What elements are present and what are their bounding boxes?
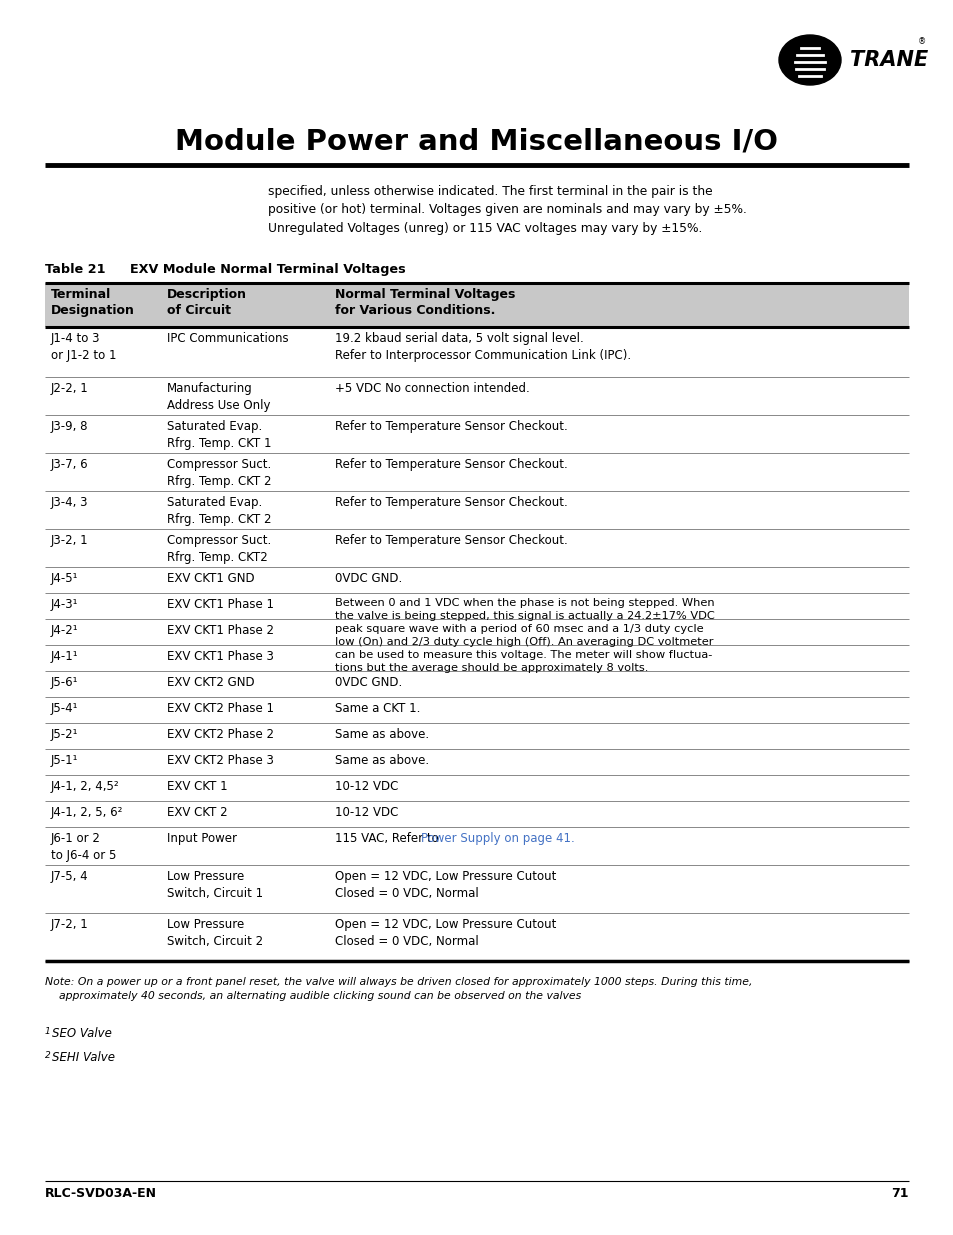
Bar xyxy=(45,283,908,327)
Text: Open = 12 VDC, Low Pressure Cutout
Closed = 0 VDC, Normal: Open = 12 VDC, Low Pressure Cutout Close… xyxy=(335,869,556,900)
Text: Refer to Temperature Sensor Checkout.: Refer to Temperature Sensor Checkout. xyxy=(335,534,567,547)
Text: J5-2¹: J5-2¹ xyxy=(51,727,78,741)
Text: Same as above.: Same as above. xyxy=(335,755,429,767)
Text: Refer to Temperature Sensor Checkout.: Refer to Temperature Sensor Checkout. xyxy=(335,458,567,471)
Text: EXV CKT1 Phase 3: EXV CKT1 Phase 3 xyxy=(167,650,274,663)
Text: J2-2, 1: J2-2, 1 xyxy=(51,382,89,395)
Text: Module Power and Miscellaneous I/O: Module Power and Miscellaneous I/O xyxy=(175,127,778,156)
Text: Normal Terminal Voltages: Normal Terminal Voltages xyxy=(335,288,515,301)
Text: ®: ® xyxy=(917,37,925,47)
Text: J7-5, 4: J7-5, 4 xyxy=(51,869,89,883)
Text: Manufacturing
Address Use Only: Manufacturing Address Use Only xyxy=(167,382,271,412)
Text: J1-4 to 3
or J1-2 to 1: J1-4 to 3 or J1-2 to 1 xyxy=(51,332,116,362)
Text: EXV CKT2 GND: EXV CKT2 GND xyxy=(167,676,254,689)
Text: J5-4¹: J5-4¹ xyxy=(51,701,78,715)
Text: Refer to Temperature Sensor Checkout.: Refer to Temperature Sensor Checkout. xyxy=(335,496,567,509)
Text: Same a CKT 1.: Same a CKT 1. xyxy=(335,701,420,715)
Text: J3-9, 8: J3-9, 8 xyxy=(51,420,89,433)
Text: of Circuit: of Circuit xyxy=(167,304,231,317)
Text: Same as above.: Same as above. xyxy=(335,727,429,741)
Text: EXV CKT1 GND: EXV CKT1 GND xyxy=(167,572,254,585)
Text: SEO Valve: SEO Valve xyxy=(52,1028,112,1040)
Text: 10-12 VDC: 10-12 VDC xyxy=(335,806,398,819)
Text: J4-1¹: J4-1¹ xyxy=(51,650,78,663)
Text: EXV CKT1 Phase 1: EXV CKT1 Phase 1 xyxy=(167,598,274,611)
Text: EXV CKT 2: EXV CKT 2 xyxy=(167,806,228,819)
Text: Description: Description xyxy=(167,288,247,301)
Text: Saturated Evap.
Rfrg. Temp. CKT 1: Saturated Evap. Rfrg. Temp. CKT 1 xyxy=(167,420,272,450)
Ellipse shape xyxy=(779,35,841,85)
Text: J4-5¹: J4-5¹ xyxy=(51,572,78,585)
Text: Terminal: Terminal xyxy=(51,288,112,301)
Text: RLC-SVD03A-EN: RLC-SVD03A-EN xyxy=(45,1187,157,1200)
Text: J4-3¹: J4-3¹ xyxy=(51,598,78,611)
Text: 71: 71 xyxy=(890,1187,908,1200)
Text: J3-7, 6: J3-7, 6 xyxy=(51,458,89,471)
Text: Between 0 and 1 VDC when the phase is not being stepped. When
the valve is being: Between 0 and 1 VDC when the phase is no… xyxy=(335,598,714,673)
Text: Saturated Evap.
Rfrg. Temp. CKT 2: Saturated Evap. Rfrg. Temp. CKT 2 xyxy=(167,496,272,526)
Text: 1: 1 xyxy=(45,1028,51,1036)
Text: Low Pressure
Switch, Circuit 1: Low Pressure Switch, Circuit 1 xyxy=(167,869,263,900)
Text: Open = 12 VDC, Low Pressure Cutout
Closed = 0 VDC, Normal: Open = 12 VDC, Low Pressure Cutout Close… xyxy=(335,918,556,948)
Text: EXV CKT2 Phase 2: EXV CKT2 Phase 2 xyxy=(167,727,274,741)
Text: +5 VDC No connection intended.: +5 VDC No connection intended. xyxy=(335,382,529,395)
Text: Power Supply on page 41.: Power Supply on page 41. xyxy=(420,832,575,845)
Text: SEHI Valve: SEHI Valve xyxy=(52,1051,115,1065)
Text: for Various Conditions.: for Various Conditions. xyxy=(335,304,495,317)
Text: EXV CKT2 Phase 1: EXV CKT2 Phase 1 xyxy=(167,701,274,715)
Text: TRANE: TRANE xyxy=(849,49,927,70)
Text: J5-6¹: J5-6¹ xyxy=(51,676,78,689)
Text: J3-2, 1: J3-2, 1 xyxy=(51,534,89,547)
Text: 0VDC GND.: 0VDC GND. xyxy=(335,676,402,689)
Text: EXV Module Normal Terminal Voltages: EXV Module Normal Terminal Voltages xyxy=(130,263,405,275)
Text: Compressor Suct.
Rfrg. Temp. CKT2: Compressor Suct. Rfrg. Temp. CKT2 xyxy=(167,534,271,564)
Text: Designation: Designation xyxy=(51,304,134,317)
Text: EXV CKT1 Phase 2: EXV CKT1 Phase 2 xyxy=(167,624,274,637)
Text: J4-1, 2, 5, 6²: J4-1, 2, 5, 6² xyxy=(51,806,123,819)
Text: J3-4, 3: J3-4, 3 xyxy=(51,496,89,509)
Text: Compressor Suct.
Rfrg. Temp. CKT 2: Compressor Suct. Rfrg. Temp. CKT 2 xyxy=(167,458,272,488)
Text: J4-2¹: J4-2¹ xyxy=(51,624,78,637)
Text: Note: On a power up or a front panel reset, the valve will always be driven clos: Note: On a power up or a front panel res… xyxy=(45,977,752,1002)
Text: IPC Communications: IPC Communications xyxy=(167,332,289,345)
Text: 0VDC GND.: 0VDC GND. xyxy=(335,572,402,585)
Text: 115 VAC, Refer to: 115 VAC, Refer to xyxy=(335,832,442,845)
Text: Low Pressure
Switch, Circuit 2: Low Pressure Switch, Circuit 2 xyxy=(167,918,263,948)
Text: 19.2 kbaud serial data, 5 volt signal level.
Refer to Interprocessor Communicati: 19.2 kbaud serial data, 5 volt signal le… xyxy=(335,332,631,362)
Text: 10-12 VDC: 10-12 VDC xyxy=(335,781,398,793)
Text: EXV CKT2 Phase 3: EXV CKT2 Phase 3 xyxy=(167,755,274,767)
Text: J4-1, 2, 4,5²: J4-1, 2, 4,5² xyxy=(51,781,119,793)
Text: J5-1¹: J5-1¹ xyxy=(51,755,78,767)
Text: Refer to Temperature Sensor Checkout.: Refer to Temperature Sensor Checkout. xyxy=(335,420,567,433)
Text: J7-2, 1: J7-2, 1 xyxy=(51,918,89,931)
Text: specified, unless otherwise indicated. The first terminal in the pair is the
pos: specified, unless otherwise indicated. T… xyxy=(268,185,746,235)
Text: Input Power: Input Power xyxy=(167,832,236,845)
Text: EXV CKT 1: EXV CKT 1 xyxy=(167,781,228,793)
Text: J6-1 or 2
to J6-4 or 5: J6-1 or 2 to J6-4 or 5 xyxy=(51,832,116,862)
Text: Table 21: Table 21 xyxy=(45,263,106,275)
Text: 2: 2 xyxy=(45,1051,51,1060)
